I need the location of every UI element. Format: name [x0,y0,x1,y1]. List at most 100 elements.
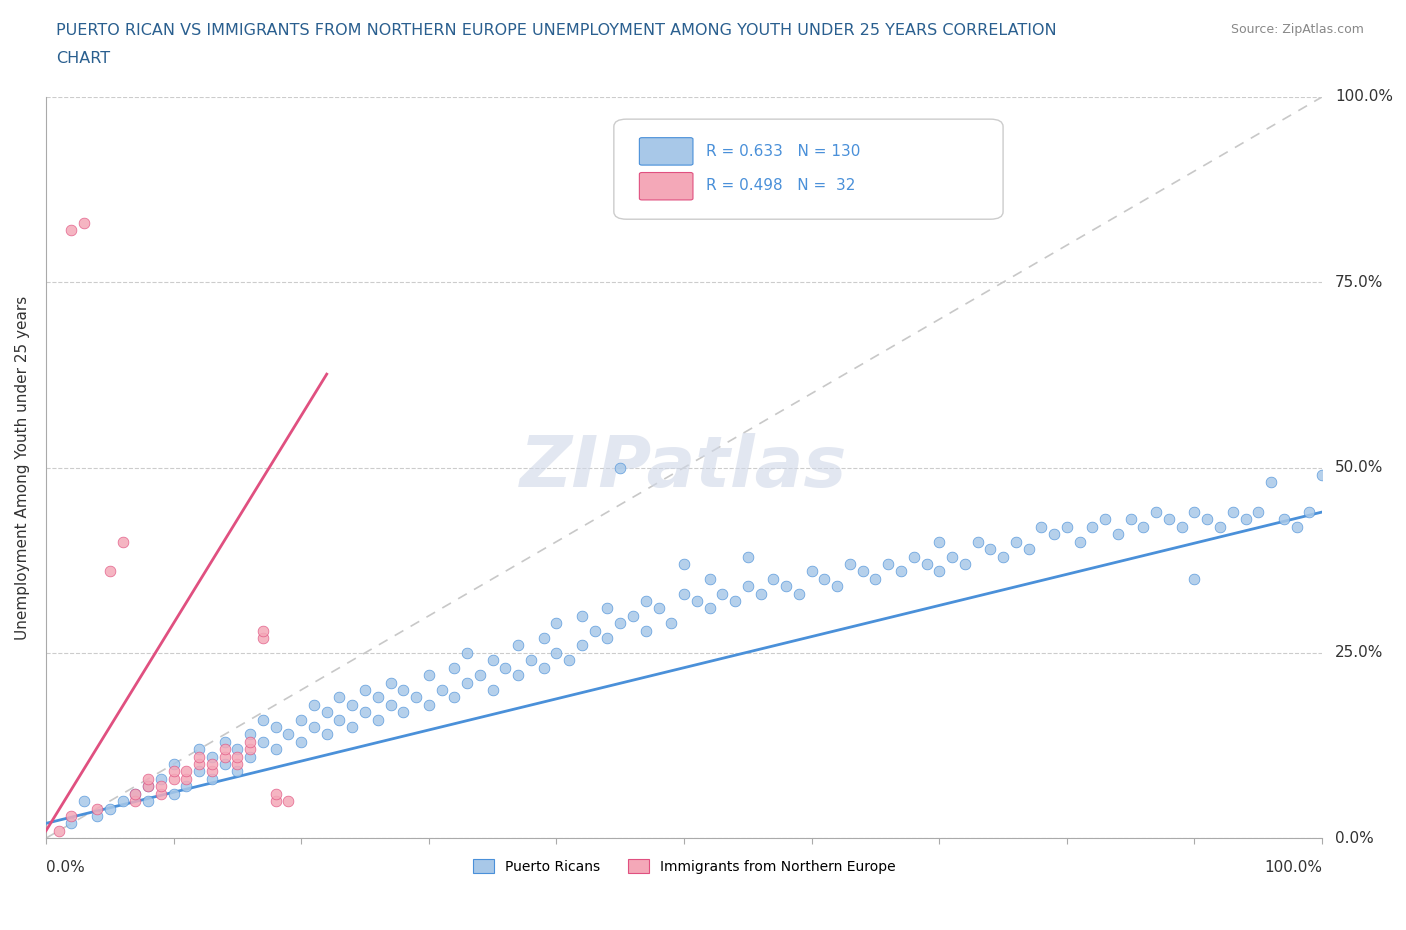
Point [520,653,543,668]
Point [264,720,287,735]
Point [546,645,568,660]
Point [724,593,747,608]
Point [342,720,364,735]
Point [176,764,198,779]
Point [852,564,875,578]
Point [800,564,823,578]
Point [176,778,198,793]
Point [380,675,402,690]
Point [342,698,364,712]
Point [214,750,236,764]
Point [673,556,696,571]
Point [354,683,377,698]
Point [188,742,211,757]
Point [481,653,503,668]
Point [124,786,146,801]
Text: R = 0.498   N =  32: R = 0.498 N = 32 [706,179,855,193]
Point [481,683,503,698]
Point [749,586,772,601]
Point [162,764,184,779]
Point [1272,512,1295,527]
Point [201,772,224,787]
Text: 0.0%: 0.0% [46,860,84,875]
Point [98,564,121,578]
Point [136,772,159,787]
Point [380,698,402,712]
Point [647,601,669,616]
Point [1285,520,1308,535]
Point [737,578,759,593]
Point [468,668,491,683]
Point [1157,512,1180,527]
Point [1184,571,1206,586]
Point [686,593,709,608]
Point [111,793,134,808]
Point [825,578,848,593]
Point [162,772,184,787]
Text: 100.0%: 100.0% [1334,89,1393,104]
Point [1081,520,1104,535]
Point [1298,505,1320,520]
Point [775,578,797,593]
Point [201,750,224,764]
Point [762,571,785,586]
Text: 50.0%: 50.0% [1334,460,1384,475]
Point [699,571,721,586]
Point [1144,505,1167,520]
Point [188,757,211,772]
Point [162,786,184,801]
Point [149,778,172,793]
Point [456,645,478,660]
Point [418,698,440,712]
Point [86,808,108,823]
Point [430,683,453,698]
Point [124,786,146,801]
Y-axis label: Unemployment Among Youth under 25 years: Unemployment Among Youth under 25 years [15,296,30,640]
Point [1234,512,1257,527]
Text: Source: ZipAtlas.com: Source: ZipAtlas.com [1230,23,1364,36]
Point [1069,534,1091,549]
Point [508,638,530,653]
Point [136,778,159,793]
Point [915,556,938,571]
Point [456,675,478,690]
Point [214,742,236,757]
Point [354,705,377,720]
Point [813,571,835,586]
Point [60,223,83,238]
Point [98,801,121,816]
Point [226,742,249,757]
Point [494,660,516,675]
Point [533,660,555,675]
Point [699,601,721,616]
Point [277,727,299,742]
Point [60,816,83,830]
Text: R = 0.633   N = 130: R = 0.633 N = 130 [706,143,860,158]
Point [533,631,555,645]
Point [941,549,963,564]
Point [1107,526,1129,541]
Point [1247,505,1270,520]
Point [571,608,593,623]
Point [367,712,389,727]
Point [890,564,912,578]
Point [214,735,236,750]
Point [1043,526,1066,541]
Point [928,534,950,549]
Point [443,660,465,675]
Point [1119,512,1142,527]
Point [1004,534,1026,549]
Point [634,623,657,638]
Point [418,668,440,683]
Point [302,698,325,712]
Point [201,757,224,772]
Point [979,541,1001,556]
Text: CHART: CHART [56,51,110,66]
Point [1132,520,1154,535]
Point [239,750,262,764]
Legend: Puerto Ricans, Immigrants from Northern Europe: Puerto Ricans, Immigrants from Northern … [467,854,901,880]
Point [609,616,631,631]
Point [673,586,696,601]
Point [315,705,337,720]
Point [787,586,810,601]
